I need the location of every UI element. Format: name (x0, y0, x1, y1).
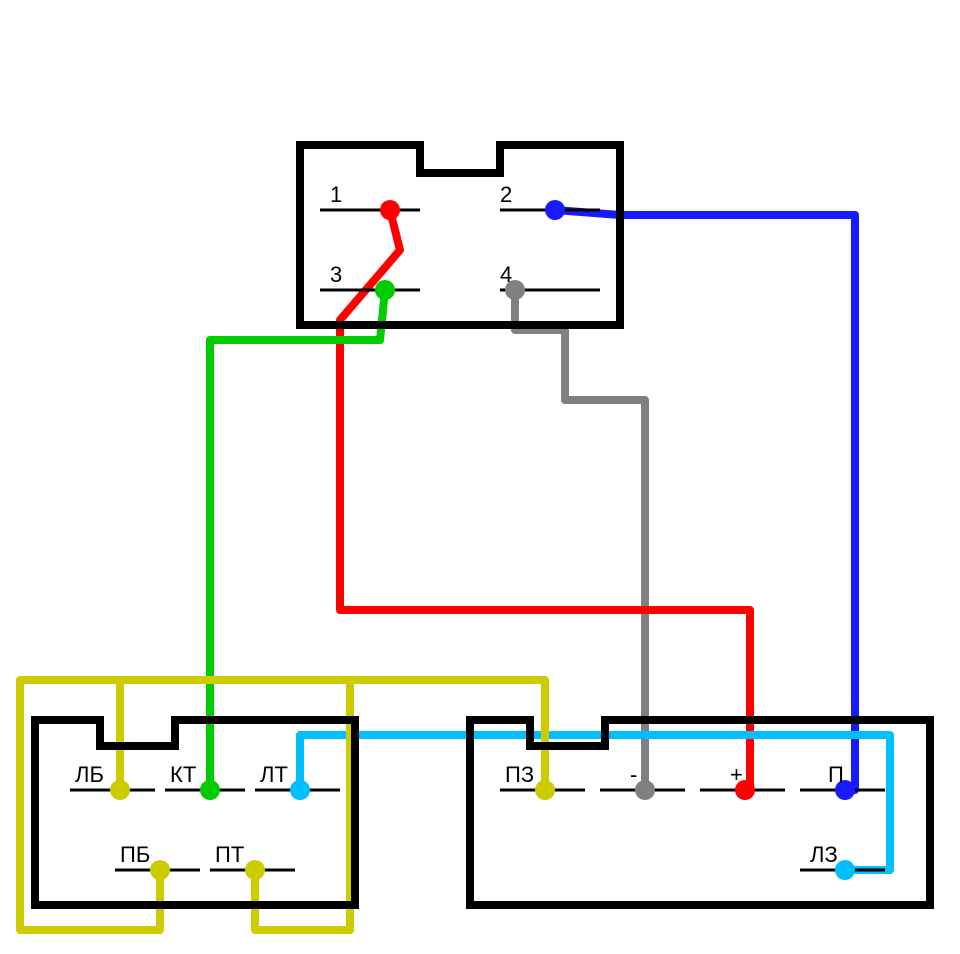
connector-top-pin-1-label: 1 (330, 182, 342, 207)
connector-bottom_right-pin-plus-label: + (730, 762, 743, 787)
connector-bottom_left-pin-PB-dot (150, 860, 170, 880)
connector-top-outline (300, 145, 620, 325)
connector-bottom_left-pin-PB-label: ПБ (120, 842, 150, 867)
connector-bottom_right-pin-PZ-dot (535, 780, 555, 800)
connector-bottom_right-pin-PZ-label: ПЗ (505, 762, 534, 787)
wiring-diagram: 1 2 3 4 ЛБ КТ ЛТ ПБ ПТ ПЗ - + П ЛЗ (0, 0, 960, 954)
connector-bottom_left: ЛБ КТ ЛТ ПБ ПТ (35, 720, 355, 905)
connector-bottom_right-pin-minus-label: - (630, 762, 637, 787)
connector-top-pin-4-label: 4 (500, 262, 512, 287)
connector-bottom_right-pin-LZ-label: ЛЗ (810, 842, 838, 867)
wire-grey (515, 290, 645, 790)
connector-bottom_right-outline (470, 720, 930, 905)
wire-green (210, 290, 385, 790)
connector-bottom_left-pin-LT-label: ЛТ (260, 762, 288, 787)
connector-bottom_left-pin-KT-dot (200, 780, 220, 800)
connector-bottom_left-pin-LB-dot (110, 780, 130, 800)
connector-bottom_right-pin-P-label: П (828, 762, 844, 787)
connector-top-pin-3-dot (375, 280, 395, 300)
connector-top: 1 2 3 4 (300, 145, 620, 325)
connector-bottom_right-pin-minus-dot (635, 780, 655, 800)
wires-layer (20, 210, 890, 930)
connector-top-pin-1-dot (380, 200, 400, 220)
connector-bottom_left-pin-LB-label: ЛБ (75, 762, 104, 787)
wire-blue (555, 210, 855, 790)
connector-top-pin-2-dot (545, 200, 565, 220)
connector-bottom_left-pin-PT-label: ПТ (215, 842, 244, 867)
connector-top-pin-2-label: 2 (500, 182, 512, 207)
connector-bottom_left-pin-KT-label: КТ (170, 762, 196, 787)
connector-bottom_left-outline (35, 720, 355, 905)
connector-bottom_right-pin-LZ-dot (835, 860, 855, 880)
wire-cyan (300, 735, 890, 870)
connector-bottom_left-pin-LT-dot (290, 780, 310, 800)
connector-bottom_right: ПЗ - + П ЛЗ (470, 720, 930, 905)
connector-top-pin-3-label: 3 (330, 262, 342, 287)
connector-bottom_left-pin-PT-dot (245, 860, 265, 880)
